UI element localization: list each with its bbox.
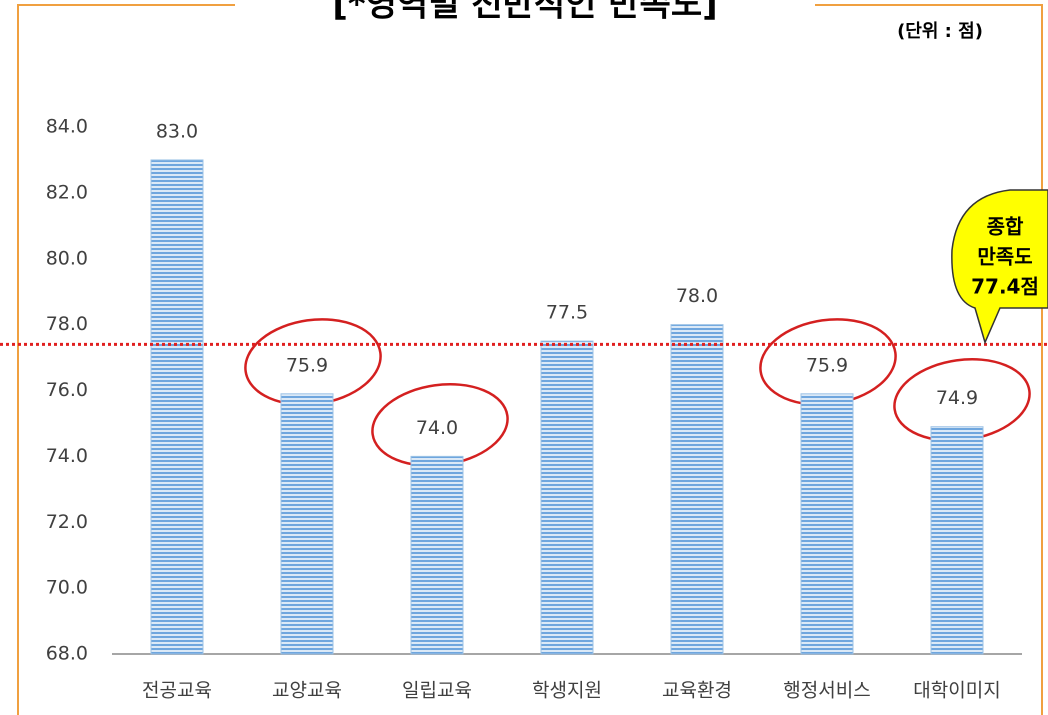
y-tick-label: 72.0 (46, 511, 88, 533)
bar (801, 394, 853, 654)
value-label: 77.5 (546, 302, 588, 324)
chart-title: [*영역별 전반적인 만족도] (332, 0, 717, 25)
reference-label: 종합 (987, 215, 1024, 239)
bar (281, 394, 333, 654)
bar (541, 341, 593, 654)
reference-label: 77.4점 (971, 275, 1039, 299)
bar (931, 427, 983, 654)
chart: [*영역별 전반적인 만족도] (단위 : 점) 68.0 70.0 72.0 74.… (0, 0, 1048, 715)
y-tick-label: 76.0 (46, 379, 88, 401)
y-tick-label: 78.0 (46, 313, 88, 335)
bar (151, 160, 203, 654)
y-tick-label: 70.0 (46, 577, 88, 599)
x-tick-label: 일립교육 (402, 680, 472, 702)
bar (411, 456, 463, 654)
x-tick-label: 학생지원 (532, 680, 602, 702)
value-label: 78.0 (676, 285, 718, 307)
x-tick-label: 행정서비스 (783, 680, 870, 702)
reference-label: 만족도 (977, 245, 1032, 269)
y-tick-label: 74.0 (46, 445, 88, 467)
bar (671, 325, 723, 654)
y-tick-label: 82.0 (46, 181, 88, 203)
unit-note: (단위 : 점) (897, 21, 983, 42)
value-label: 74.9 (936, 387, 978, 409)
value-label: 75.9 (806, 354, 848, 376)
value-label: 74.0 (416, 417, 458, 439)
y-tick-label: 84.0 (46, 116, 88, 138)
y-tick-label: 68.0 (46, 643, 88, 665)
y-tick-label: 80.0 (46, 247, 88, 269)
x-tick-label: 전공교육 (142, 680, 212, 702)
x-tick-label: 교육환경 (662, 680, 732, 702)
value-label: 75.9 (286, 354, 328, 376)
x-tick-label: 대학이미지 (913, 680, 1000, 702)
x-tick-label: 교양교육 (272, 680, 342, 702)
value-label: 83.0 (156, 120, 198, 142)
highlight-circles (240, 311, 1035, 474)
